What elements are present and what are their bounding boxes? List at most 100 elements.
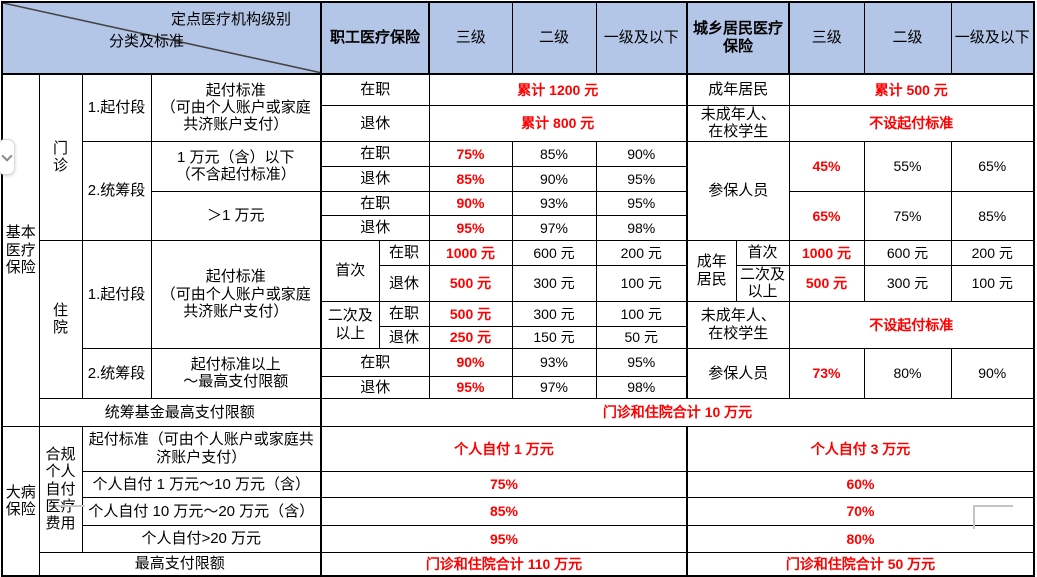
value-cell: 90% xyxy=(511,165,597,192)
value-cell: 93% xyxy=(511,347,597,377)
serious-cap-label: 最高支付限额 xyxy=(38,551,322,577)
value-cell: 1000 元 xyxy=(788,239,865,266)
chevron-down-icon xyxy=(0,149,13,162)
serious-tier2-emp-value: 85% xyxy=(320,496,688,526)
value-cell: 80% xyxy=(863,347,952,399)
res-insured-label: 参保人员 xyxy=(686,347,790,399)
serious-tier3-emp-value: 95% xyxy=(320,524,688,553)
value-cell: 100 元 xyxy=(595,300,688,327)
header-employee-insurance-title: 职工医疗保险 xyxy=(320,1,430,75)
value-cell: 90% xyxy=(595,140,688,167)
value-cell: 90% xyxy=(428,347,513,377)
value-cell: 150 元 xyxy=(511,325,597,349)
value-cell: 98% xyxy=(595,214,688,241)
res-adult-label: 成年居民 xyxy=(686,239,737,302)
emp-active-label: 在职 xyxy=(378,239,430,266)
header-emp-level-3: 三级 xyxy=(428,1,513,75)
serious-tier3-desc: 个人自付>20 万元 xyxy=(81,524,322,553)
value-cell: 85% xyxy=(428,165,513,192)
value-cell: 50 元 xyxy=(595,325,688,349)
value-cell: 1000 元 xyxy=(428,239,513,266)
pool-cap-value: 门诊和住院合计 10 万元 xyxy=(320,397,1035,427)
emp-retired-label: 退休 xyxy=(320,165,430,192)
rowlabel-basic-insurance: 基本 医疗 保险 xyxy=(1,73,40,427)
selection-edge-mark xyxy=(56,505,85,507)
emp-retired-label: 退休 xyxy=(320,214,430,241)
outp-deduct-emp-active-value: 累计 1200 元 xyxy=(428,73,688,107)
value-cell: 95% xyxy=(595,190,688,216)
res-first-visit-label: 首次 xyxy=(735,239,790,266)
outp-pool-tier2-desc: ＞1 万元 xyxy=(150,190,322,241)
rowlabel-inpatient: 住 院 xyxy=(38,239,83,399)
value-cell: 55% xyxy=(863,140,952,192)
serious-tier2-res-value: 70% xyxy=(686,496,1035,526)
emp-active-label: 在职 xyxy=(320,190,430,216)
emp-active-label: 在职 xyxy=(320,140,430,167)
value-cell: 300 元 xyxy=(863,264,952,302)
header-res-level-1: 一级及以下 xyxy=(950,1,1035,75)
value-cell: 73% xyxy=(788,347,865,399)
serious-tier1-emp-value: 75% xyxy=(320,470,688,498)
outp-deduct-res-minor-value: 不设起付标准 xyxy=(788,105,1035,142)
emp-retired-label: 退休 xyxy=(320,105,430,142)
serious-cap-res-value: 门诊和住院合计 50 万元 xyxy=(686,551,1035,577)
res-insured-label: 参保人员 xyxy=(686,140,790,241)
serious-deduct-emp-value: 个人自付 1 万元 xyxy=(320,425,688,472)
header-emp-level-1: 一级及以下 xyxy=(595,1,688,75)
serious-tier2-desc: 个人自付 10 万元～20 万元（含） xyxy=(81,496,322,526)
serious-deduct-res-value: 个人自付 3 万元 xyxy=(686,425,1035,472)
emp-first-visit-label: 首次 xyxy=(320,239,380,302)
value-cell: 100 元 xyxy=(595,264,688,302)
value-cell: 65% xyxy=(950,140,1035,192)
emp-retired-label: 退休 xyxy=(378,325,430,349)
outp-deduct-stage: 1.起付段 xyxy=(81,73,152,142)
selection-corner-mark xyxy=(973,505,1013,529)
collapse-handle[interactable] xyxy=(0,139,15,175)
value-cell: 500 元 xyxy=(428,264,513,302)
value-cell: 85% xyxy=(511,140,597,167)
value-cell: 500 元 xyxy=(428,300,513,327)
outp-pool-tier1-desc: 1 万元（含）以下 （不含起付标准） xyxy=(150,140,322,192)
value-cell: 85% xyxy=(950,190,1035,241)
value-cell: 65% xyxy=(788,190,865,241)
value-cell: 97% xyxy=(511,375,597,399)
value-cell: 95% xyxy=(428,214,513,241)
header-corner-cell: 定点医疗机构级别 分类及标准 xyxy=(1,1,322,75)
diagonal-divider-line xyxy=(3,3,320,72)
value-cell: 250 元 xyxy=(428,325,513,349)
value-cell: 200 元 xyxy=(595,239,688,266)
value-cell: 200 元 xyxy=(950,239,1035,266)
value-cell: 500 元 xyxy=(788,264,865,302)
outp-pool-stage: 2.统筹段 xyxy=(81,140,152,241)
emp-retired-label: 退休 xyxy=(378,264,430,302)
corner-facility-level-label: 定点医疗机构级别 xyxy=(171,11,292,28)
value-cell: 75% xyxy=(428,140,513,167)
rowlabel-outpatient: 门 诊 xyxy=(38,73,83,241)
serious-cap-emp-value: 门诊和住院合计 110 万元 xyxy=(320,551,688,577)
value-cell: 97% xyxy=(511,214,597,241)
rowlabel-eligible-oop: 合规 个人 自付 医疗 费用 xyxy=(38,425,83,553)
value-cell: 300 元 xyxy=(511,264,597,302)
outp-deduct-desc: 起付标准 （可由个人账户或家庭 共济账户支付） xyxy=(150,73,322,142)
emp-active-label: 在职 xyxy=(378,300,430,327)
value-cell: 95% xyxy=(595,165,688,192)
inp-deduct-stage: 1.起付段 xyxy=(81,239,152,349)
value-cell: 75% xyxy=(863,190,952,241)
rowlabel-serious-illness: 大病 保险 xyxy=(1,425,40,577)
header-res-level-3: 三级 xyxy=(788,1,865,75)
serious-deduct-desc: 起付标准（可由个人账户或家庭共 济账户支付） xyxy=(81,425,322,472)
value-cell: 300 元 xyxy=(511,300,597,327)
header-resident-insurance-title: 城乡居民医疗 保险 xyxy=(686,1,790,75)
pool-cap-label: 统筹基金最高支付限额 xyxy=(38,397,322,427)
corner-category-label: 分类及标准 xyxy=(109,33,185,50)
value-cell: 90% xyxy=(950,347,1035,399)
emp-active-label: 在职 xyxy=(320,347,430,377)
inp-deduct-desc: 起付标准 （可由个人账户或家庭 共济账户支付） xyxy=(150,239,322,349)
inp-pool-desc: 起付标准以上 ～最高支付限额 xyxy=(150,347,322,399)
outp-deduct-res-adult-value: 累计 500 元 xyxy=(788,73,1035,107)
serious-tier1-res-value: 60% xyxy=(686,470,1035,498)
value-cell: 93% xyxy=(511,190,597,216)
emp-retired-label: 退休 xyxy=(320,375,430,399)
value-cell: 100 元 xyxy=(950,264,1035,302)
